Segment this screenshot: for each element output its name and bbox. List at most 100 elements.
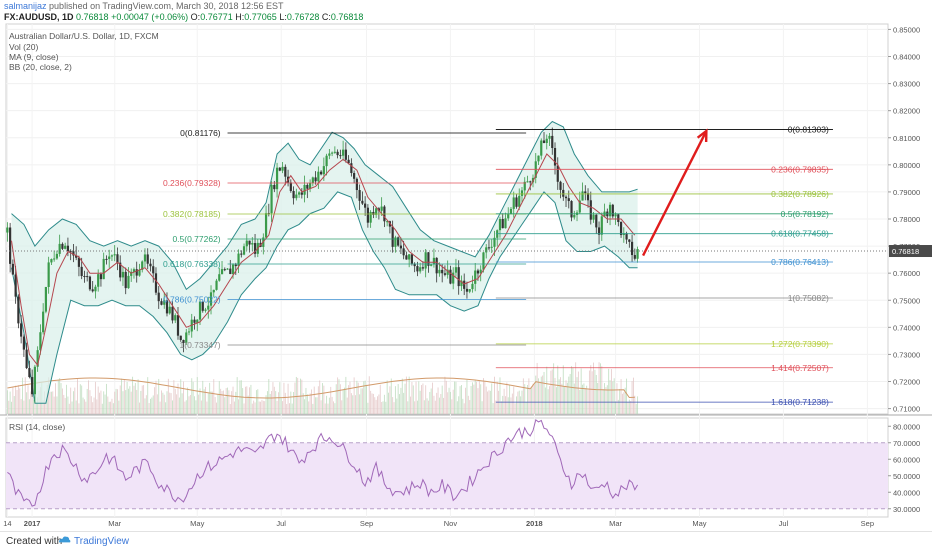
volume-bar [222, 390, 224, 414]
volume-bar [503, 388, 505, 414]
volume-bar [445, 380, 447, 414]
volume-bar [623, 392, 625, 414]
volume-bar [469, 400, 471, 414]
candle-body [226, 268, 229, 270]
rsi-tick-label: 60.0000 [893, 455, 920, 464]
volume-ma-line [7, 377, 635, 399]
candle-body [476, 270, 480, 274]
volume-bar [542, 375, 544, 414]
price-tick-label: 0.85000 [893, 25, 920, 34]
candle-body [295, 194, 298, 199]
volume-bar [22, 377, 23, 414]
volume-bar [284, 392, 286, 414]
volume-bar [308, 401, 310, 414]
volume-bar [483, 378, 484, 414]
candle-body [44, 286, 48, 312]
volume-bar [94, 381, 96, 414]
price-tick-label: 0.76000 [893, 269, 920, 278]
candle-body [319, 171, 323, 175]
volume-bar [13, 396, 15, 414]
volume-bar [57, 379, 59, 414]
volume-bar [163, 394, 165, 414]
volume-bar [45, 402, 47, 414]
volume-bar [401, 378, 403, 414]
volume-bar [602, 389, 604, 414]
volume-bar [465, 387, 467, 414]
volume-bar [154, 387, 156, 414]
legend-ma[interactable]: MA (9, close) [9, 52, 59, 62]
candle-body [149, 263, 152, 267]
candle-body [465, 288, 469, 292]
time-tick-label: Sep [360, 519, 373, 528]
volume-bar [33, 399, 34, 414]
volume-bar [455, 381, 457, 414]
volume-bar [185, 400, 187, 414]
volume-bar [543, 371, 545, 414]
candle-body [289, 182, 292, 191]
created-with-label: Created with [6, 536, 63, 547]
volume-bar [140, 390, 142, 414]
volume-bar [322, 383, 323, 414]
candle-body [630, 241, 634, 256]
volume-bar [174, 388, 176, 414]
candle-body [245, 240, 248, 247]
time-tick-label: May [190, 519, 204, 528]
volume-bar [155, 380, 157, 414]
legend-rsi[interactable]: RSI (14, close) [9, 422, 66, 432]
volume-bar [550, 370, 552, 414]
volume-bar [86, 388, 88, 414]
volume-bar [606, 385, 608, 414]
volume-bar [364, 380, 366, 414]
volume-bar [294, 382, 296, 414]
volume-bar [418, 381, 420, 414]
volume-bar [216, 402, 217, 414]
volume-bar [207, 393, 209, 414]
volume-bar [302, 393, 304, 414]
candle-body [97, 274, 100, 287]
volume-bar [254, 402, 256, 414]
fib-left-level-label: 0.786(0.75022) [163, 295, 221, 305]
volume-bar [348, 385, 350, 414]
candle-body [380, 206, 383, 211]
time-tick-label: Mar [108, 519, 121, 528]
volume-bar [231, 391, 233, 414]
candle-body [419, 267, 422, 272]
volume-bar [510, 397, 512, 414]
volume-bar [68, 403, 70, 414]
volume-bar [608, 368, 610, 414]
author-link[interactable]: salmanijaz [4, 1, 47, 11]
candle-body [196, 319, 199, 323]
candle-body [80, 266, 83, 277]
price-chart[interactable]: 0.85000 0.84000 0.83000 0.82000 0.81000 0.800… [0, 0, 932, 531]
volume-bar [125, 390, 127, 414]
volume-bar [253, 400, 255, 414]
volume-bar [586, 385, 588, 414]
legend-bb[interactable]: BB (20, close, 2) [9, 62, 72, 72]
candle-body [187, 331, 191, 333]
candle-body [270, 184, 273, 214]
volume-bar [305, 387, 307, 414]
volume-bar [27, 385, 29, 414]
volume-bar [353, 377, 355, 414]
volume-bar [367, 402, 369, 414]
volume-bar [225, 388, 227, 414]
volume-bar [177, 383, 179, 414]
candle-body [463, 280, 466, 289]
volume-bar [202, 380, 204, 414]
candle-body [223, 269, 226, 271]
volume-bar [235, 391, 237, 414]
candle-body [611, 204, 614, 217]
candle-body [625, 233, 628, 240]
ohlc-close-value: 0.76818 [330, 12, 364, 22]
volume-bar [42, 400, 44, 414]
volume-bar [374, 397, 376, 414]
legend-vol[interactable]: Vol (20) [9, 42, 39, 52]
candle-body [449, 269, 452, 284]
candle-body [540, 140, 543, 156]
candle-body [628, 239, 631, 242]
volume-bar [315, 397, 317, 414]
forecast-arrow-line [642, 130, 708, 257]
volume-bar [525, 402, 527, 414]
tradingview-link[interactable]: TradingView [74, 536, 130, 547]
volume-bar [511, 393, 513, 414]
